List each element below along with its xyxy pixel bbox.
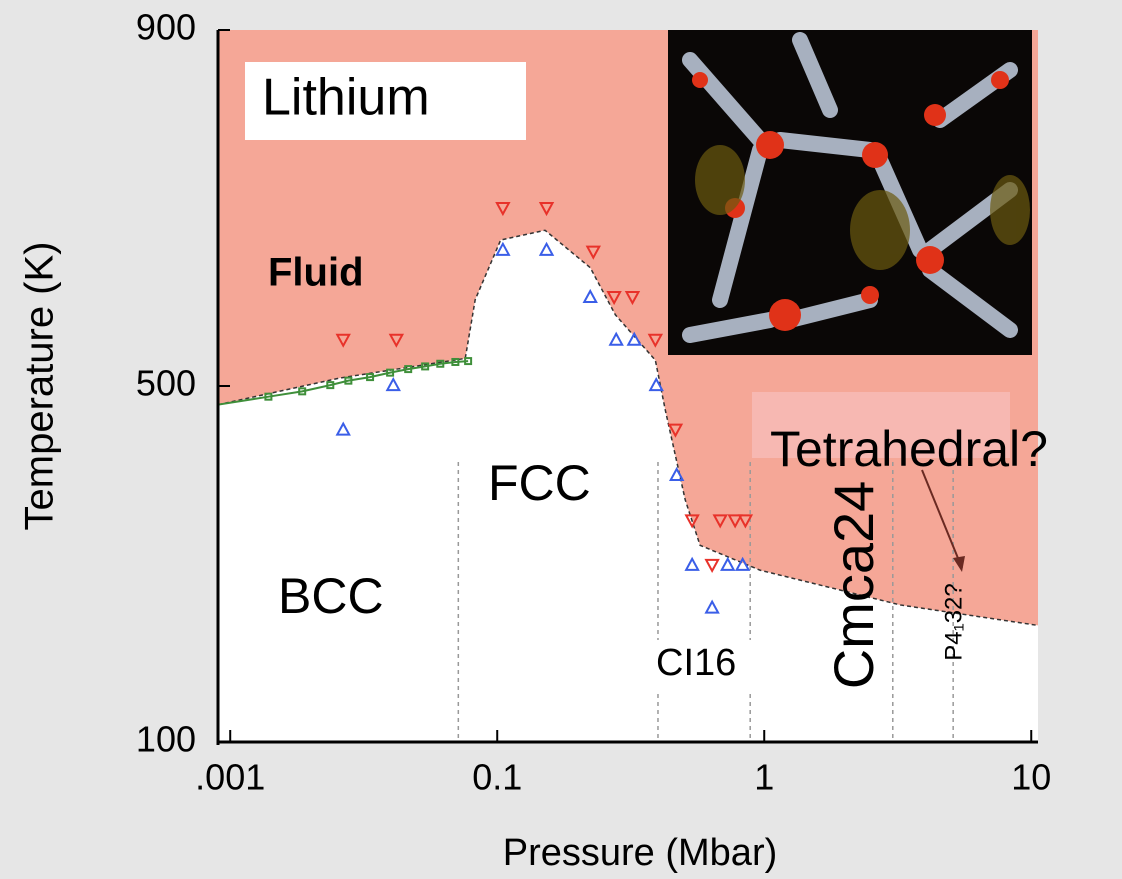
phase-label: FCC — [488, 455, 591, 511]
y-tick-label: 900 — [136, 7, 196, 48]
phase-label: P4₁32? — [940, 583, 967, 661]
phase-label: Tetrahedral? — [770, 421, 1048, 477]
phase-label: Cmca24 — [822, 481, 885, 690]
chart: Lithium Fluid BCC FCC CI16 Cmca24 Tetrah… — [0, 0, 1122, 879]
x-axis-title: Pressure (Mbar) — [503, 832, 778, 874]
page: {"chart_data": { "type": "phase", "x_lab… — [0, 0, 1122, 879]
x-tick-label: 10 — [1011, 757, 1051, 798]
phase-label: CI16 — [656, 642, 736, 684]
structure-image — [668, 30, 1032, 355]
chart-title: Lithium — [262, 69, 430, 127]
x-tick-label: 1 — [754, 757, 774, 798]
x-tick-label: .001 — [195, 757, 265, 798]
phase-label: BCC — [278, 568, 384, 624]
x-tick-label: 0.1 — [472, 757, 522, 798]
y-tick-label: 100 — [136, 719, 196, 760]
y-tick-label: 500 — [136, 363, 196, 404]
y-axis-title: Temperature (K) — [18, 242, 62, 531]
phase-label: Fluid — [268, 251, 364, 295]
